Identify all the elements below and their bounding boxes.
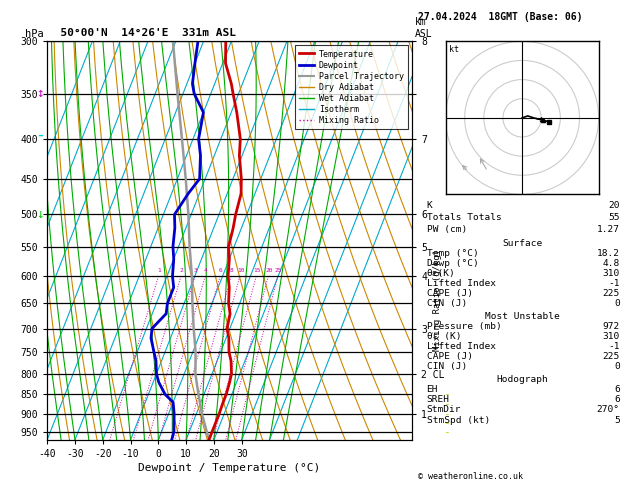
Text: © weatheronline.co.uk: © weatheronline.co.uk (418, 472, 523, 481)
Text: Hodograph: Hodograph (496, 375, 548, 384)
Text: 3: 3 (194, 268, 198, 274)
Text: Lifted Index: Lifted Index (426, 279, 496, 288)
Text: EH: EH (426, 385, 438, 394)
Text: -: - (443, 389, 450, 399)
Text: CIN (J): CIN (J) (426, 299, 467, 308)
Text: 1.27: 1.27 (597, 225, 620, 234)
Text: 1: 1 (157, 268, 161, 274)
Text: 15: 15 (253, 268, 261, 274)
Text: Mixing Ratio (g/kg): Mixing Ratio (g/kg) (433, 249, 442, 351)
Text: 6: 6 (219, 268, 223, 274)
Text: StmDir: StmDir (426, 405, 461, 415)
Text: 10: 10 (237, 268, 244, 274)
Text: 20: 20 (608, 201, 620, 210)
Text: -: - (443, 399, 450, 409)
Text: 972: 972 (603, 322, 620, 331)
Text: Temp (°C): Temp (°C) (426, 249, 478, 258)
Text: Surface: Surface (502, 239, 542, 248)
Text: θε (K): θε (K) (426, 332, 461, 341)
Text: hPa: hPa (25, 29, 44, 39)
Text: ↓: ↓ (36, 208, 43, 221)
Text: kt: kt (449, 45, 459, 54)
Text: 0: 0 (614, 362, 620, 371)
Text: Pressure (mb): Pressure (mb) (426, 322, 501, 331)
Text: Totals Totals: Totals Totals (426, 213, 501, 222)
Text: -: - (443, 427, 450, 437)
X-axis label: Dewpoint / Temperature (°C): Dewpoint / Temperature (°C) (138, 463, 321, 473)
Text: 0: 0 (614, 299, 620, 308)
Text: 2: 2 (180, 268, 184, 274)
Text: CAPE (J): CAPE (J) (426, 289, 472, 298)
Text: 310: 310 (603, 332, 620, 341)
Text: 5: 5 (614, 416, 620, 425)
Text: 270°: 270° (597, 405, 620, 415)
Text: 18.2: 18.2 (597, 249, 620, 258)
Text: 55: 55 (608, 213, 620, 222)
Text: PW (cm): PW (cm) (426, 225, 467, 234)
Text: -1: -1 (608, 279, 620, 288)
Text: Lifted Index: Lifted Index (426, 342, 496, 351)
Text: K: K (426, 201, 432, 210)
Text: 225: 225 (603, 352, 620, 361)
Text: 6: 6 (614, 395, 620, 404)
Text: 20: 20 (265, 268, 273, 274)
Text: -: - (35, 125, 45, 143)
Text: -: - (443, 409, 450, 419)
Text: 4.8: 4.8 (603, 259, 620, 268)
Text: 50°00'N  14°26'E  331m ASL: 50°00'N 14°26'E 331m ASL (47, 28, 236, 38)
Text: 225: 225 (603, 289, 620, 298)
Text: -: - (443, 418, 450, 428)
Text: 25: 25 (275, 268, 282, 274)
Text: StmSpd (kt): StmSpd (kt) (426, 416, 490, 425)
Text: 8: 8 (230, 268, 234, 274)
Text: θε(K): θε(K) (426, 269, 455, 278)
Text: Dewp (°C): Dewp (°C) (426, 259, 478, 268)
Text: CIN (J): CIN (J) (426, 362, 467, 371)
Text: 6: 6 (614, 385, 620, 394)
Text: 310: 310 (603, 269, 620, 278)
Text: Most Unstable: Most Unstable (485, 312, 559, 321)
Text: -1: -1 (608, 342, 620, 351)
Text: 27.04.2024  18GMT (Base: 06): 27.04.2024 18GMT (Base: 06) (418, 12, 583, 22)
Legend: Temperature, Dewpoint, Parcel Trajectory, Dry Adiabat, Wet Adiabat, Isotherm, Mi: Temperature, Dewpoint, Parcel Trajectory… (296, 46, 408, 129)
Text: SREH: SREH (426, 395, 450, 404)
Text: km
ASL: km ASL (415, 17, 433, 39)
Text: 4: 4 (204, 268, 208, 274)
Text: CAPE (J): CAPE (J) (426, 352, 472, 361)
Text: ↕: ↕ (36, 87, 43, 100)
